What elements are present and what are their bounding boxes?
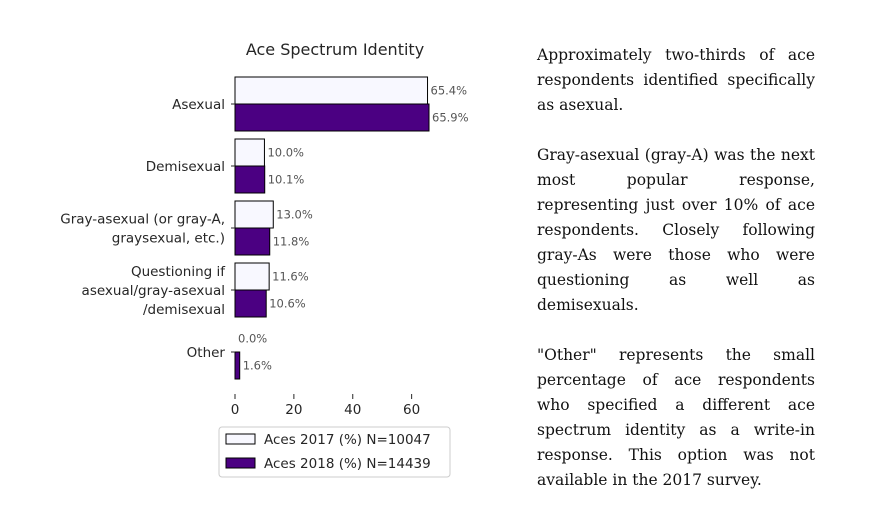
legend: Aces 2017 (%) N=10047 Aces 2018 (%) N=14… <box>218 426 451 478</box>
bar-gray-asexual-2017 <box>234 200 274 229</box>
value-label-questioning-if-2017: 11.6% <box>272 270 309 284</box>
value-label-other-2017: 0.0% <box>238 332 267 346</box>
bar-demisexual-2018 <box>234 165 266 194</box>
description-paragraph-other: "Other" represents the small percentage … <box>537 346 815 489</box>
description-paragraph-gray-asexual: Gray-asexual (gray-A) was the next most … <box>537 146 815 314</box>
bar-questioning-if-2017 <box>234 262 270 291</box>
x-tick-label: 60 <box>403 402 420 418</box>
chart-title: Ace Spectrum Identity <box>246 40 424 59</box>
value-label-gray-asexual-2018: 11.8% <box>273 235 310 249</box>
value-label-other-2018: 1.6% <box>243 359 272 373</box>
bar-questioning-if-2018 <box>234 289 267 318</box>
category-label-gray-asexual: graysexual, etc.) <box>112 231 225 247</box>
value-label-demisexual-2017: 10.0% <box>267 146 304 160</box>
bar-gray-asexual-2018 <box>234 227 271 256</box>
bar-asexual-2018 <box>234 103 430 132</box>
x-tick-label: 0 <box>231 402 240 418</box>
value-label-gray-asexual-2017: 13.0% <box>276 208 313 222</box>
category-label-questioning-if: asexual/gray-asexual <box>82 283 225 299</box>
category-label-other: Other <box>187 345 226 361</box>
value-label-questioning-if-2018: 10.6% <box>269 297 306 311</box>
category-label-demisexual: Demisexual <box>146 159 225 175</box>
bar-other-2018 <box>234 351 241 380</box>
x-tick-label: 20 <box>285 402 302 418</box>
legend-frame <box>218 426 451 478</box>
bar-asexual-2017 <box>234 76 429 105</box>
legend-label-2018: Aces 2018 (%) N=14439 <box>264 456 431 472</box>
plot-area: 65.4% 65.9% Asexual 10.0% 10.1% Demisexual 13.… <box>60 76 469 418</box>
legend-swatch-2017 <box>225 433 256 445</box>
category-label-questioning-if: /demisexual <box>143 302 225 318</box>
value-label-demisexual-2018: 10.1% <box>268 173 305 187</box>
legend-label-2017: Aces 2017 (%) N=10047 <box>264 432 431 448</box>
description-paragraph-asexual: Approximately two-thirds of ace responde… <box>537 46 815 114</box>
description-panel: Approximately two-thirds of ace responde… <box>537 43 815 518</box>
value-label-asexual-2017: 65.4% <box>431 84 468 98</box>
category-label-questioning-if: Questioning if <box>131 264 226 280</box>
x-tick-label: 40 <box>344 402 361 418</box>
value-label-asexual-2018: 65.9% <box>432 111 469 125</box>
legend-swatch-2018 <box>225 457 256 469</box>
bar-demisexual-2017 <box>234 138 265 167</box>
category-label-asexual: Asexual <box>172 97 225 113</box>
bar-chart: Ace Spectrum Identity 65.4% 65.9% Asexual 1… <box>60 40 469 478</box>
category-label-gray-asexual: Gray-asexual (or gray-A, <box>60 212 225 228</box>
